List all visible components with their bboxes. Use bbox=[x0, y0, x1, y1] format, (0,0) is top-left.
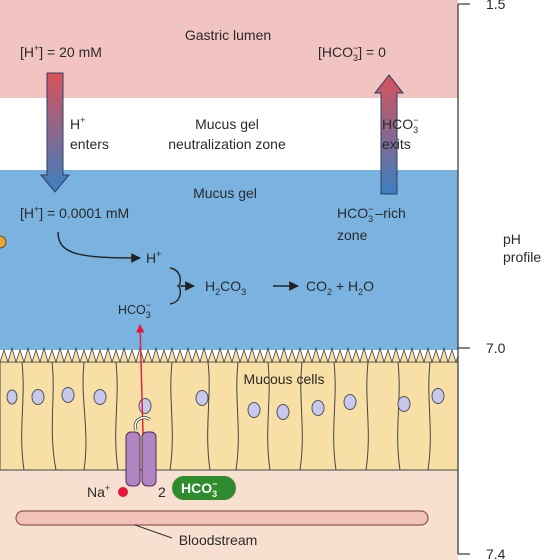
h-gel-concentration: [H+] = 0.0001 mM bbox=[20, 204, 129, 221]
ph-profile-title-2: profile bbox=[503, 249, 541, 265]
transport-stoichiometry: 2 bbox=[158, 484, 166, 500]
ph-scale bbox=[457, 3, 470, 555]
h-path-arrow bbox=[57, 231, 141, 263]
reaction-co2-h2o: CO2 + H2O bbox=[306, 278, 374, 297]
hco3-rich-zone-label: zone bbox=[337, 227, 368, 243]
mucus-gel-label: Mucus gel bbox=[193, 185, 257, 201]
reaction-brace bbox=[169, 267, 194, 305]
bloodstream-label: Bloodstream bbox=[179, 532, 258, 548]
nucleus bbox=[6, 389, 18, 405]
nucleus bbox=[195, 390, 209, 406]
na-label: Na+ bbox=[87, 483, 110, 500]
ph-profile-title-1: pH bbox=[503, 231, 521, 247]
reaction-h: H+ bbox=[146, 249, 161, 266]
nucleus bbox=[138, 398, 152, 414]
gastric-lumen-zone bbox=[0, 0, 458, 98]
reaction-hco3: HCO3− bbox=[118, 300, 151, 320]
nucleus bbox=[311, 400, 325, 416]
nucleus bbox=[31, 389, 45, 405]
blood-vessel bbox=[15, 510, 429, 539]
mucous-cells-label: Mucous cells bbox=[244, 371, 325, 387]
nucleus bbox=[343, 394, 357, 410]
neutral-zone-label-2: neutralization zone bbox=[168, 136, 286, 152]
neutral-zone-label-1: Mucus gel bbox=[195, 116, 259, 132]
mucus-gel-zone bbox=[0, 170, 458, 350]
h-enters-arrow bbox=[39, 72, 71, 193]
nucleus bbox=[397, 396, 411, 412]
nucleus bbox=[276, 404, 290, 420]
gastric-lumen-label: Gastric lumen bbox=[185, 27, 271, 43]
nucleus bbox=[61, 387, 75, 403]
hco3-rich-label: HCO3− –rich bbox=[337, 204, 406, 224]
hco3-transporter bbox=[125, 416, 157, 487]
left-edge-marker bbox=[0, 235, 7, 249]
h-enters-label: H+ bbox=[70, 115, 85, 132]
hco3-badge bbox=[172, 476, 236, 500]
hco3-exits-arrow bbox=[373, 74, 405, 195]
nucleus bbox=[93, 389, 107, 405]
hco3-exits-label: HCO3− bbox=[382, 115, 418, 135]
nucleus bbox=[247, 402, 261, 418]
ph-tick-top: 1.5 bbox=[486, 0, 506, 12]
mucous-cell-layer bbox=[0, 346, 459, 471]
ph-tick-mid: 7.0 bbox=[486, 340, 506, 356]
nucleus bbox=[431, 388, 445, 404]
ph-tick-bottom: 7.4 bbox=[486, 546, 506, 560]
reaction-h2co3: H2CO3 bbox=[205, 278, 246, 297]
h-lumen-concentration: [H+] = 20 mM bbox=[20, 43, 102, 60]
na-ion bbox=[118, 487, 128, 497]
hco3-exits-label-2: exits bbox=[382, 136, 411, 152]
hco3-badge-label: HCO3− bbox=[181, 479, 217, 499]
h-enters-label-2: enters bbox=[70, 136, 109, 152]
hco3-lumen-concentration: [HCO3−] = 0 bbox=[318, 43, 386, 63]
